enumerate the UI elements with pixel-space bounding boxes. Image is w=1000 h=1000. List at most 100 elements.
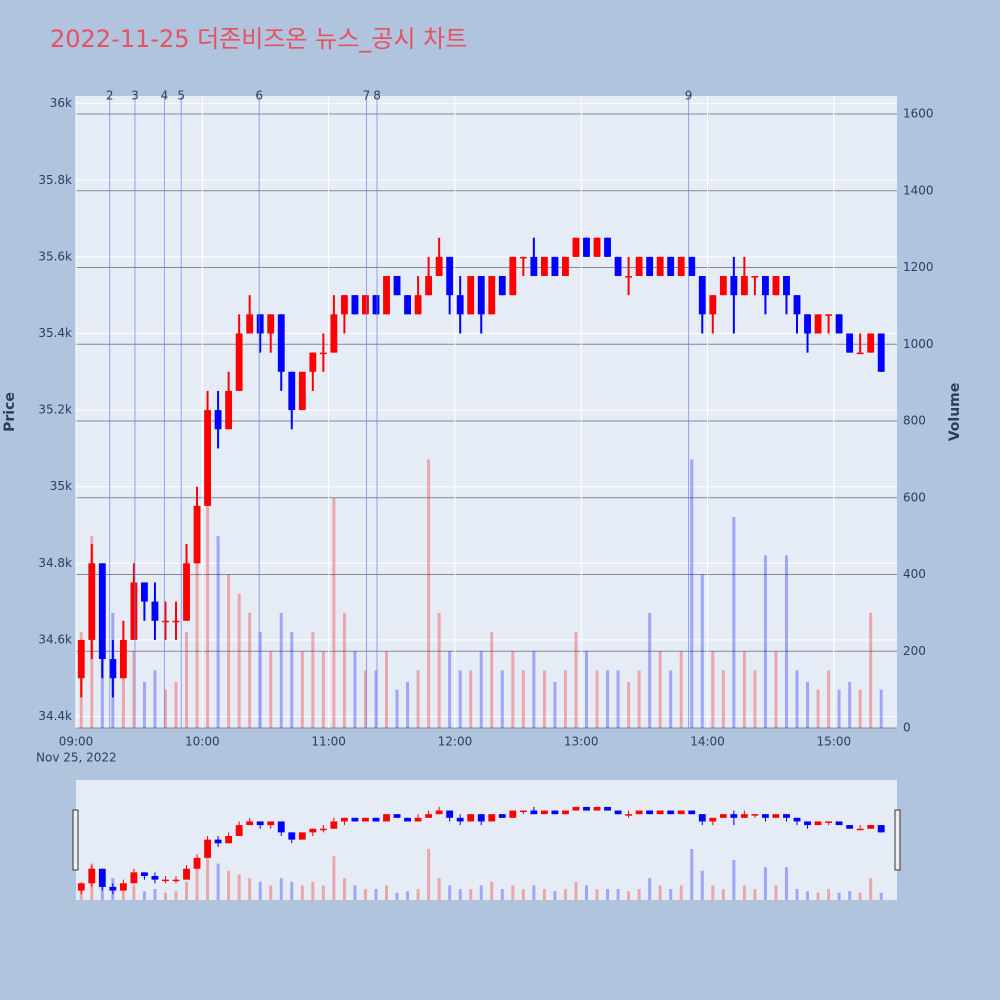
volume-bar bbox=[669, 670, 673, 728]
slider-candle-body bbox=[625, 814, 633, 816]
candle-body bbox=[677, 256, 685, 277]
slider-candle-body bbox=[383, 814, 390, 822]
range-slider[interactable] bbox=[76, 780, 897, 900]
candle-body bbox=[151, 601, 159, 621]
volume-bar bbox=[816, 689, 820, 728]
y2-tick-label: 1400 bbox=[903, 183, 934, 197]
slider-candle-body bbox=[646, 810, 654, 815]
candle-body bbox=[235, 333, 243, 391]
slider-candle-body bbox=[825, 821, 833, 823]
candle-body bbox=[119, 639, 127, 679]
slider-volume-bar bbox=[153, 889, 157, 900]
slider-volume-bar bbox=[879, 892, 883, 900]
slider-candle-body bbox=[762, 814, 769, 818]
volume-bar bbox=[879, 689, 883, 728]
volume-bar bbox=[121, 670, 125, 728]
candle-body bbox=[446, 256, 454, 296]
candle-body bbox=[109, 659, 117, 679]
volume-bar bbox=[311, 632, 315, 728]
candle-body bbox=[688, 256, 696, 277]
news-marker-label: 4 bbox=[161, 89, 169, 103]
range-handle-right[interactable] bbox=[894, 809, 901, 871]
volume-bar bbox=[848, 681, 852, 728]
volume-bar bbox=[237, 593, 241, 728]
slider-candle-body bbox=[277, 821, 285, 833]
slider-volume-bar bbox=[395, 892, 399, 900]
volume-bar bbox=[142, 681, 146, 728]
slider-volume-bar bbox=[163, 892, 167, 900]
x-tick-label: 11:00 bbox=[311, 735, 346, 749]
slider-candle-body bbox=[698, 814, 706, 822]
volume-bar bbox=[269, 651, 273, 728]
volume-bar bbox=[163, 689, 167, 728]
slider-candle-body bbox=[404, 817, 411, 822]
slider-candle-body bbox=[435, 810, 443, 815]
slider-volume-bar bbox=[500, 889, 504, 900]
candle-body bbox=[414, 295, 422, 315]
volume-bar bbox=[153, 670, 157, 728]
slider-candle-body bbox=[814, 821, 822, 826]
slider-candle-body bbox=[204, 839, 211, 858]
volume-bar bbox=[332, 497, 336, 728]
volume-bar bbox=[563, 670, 567, 728]
candle-body bbox=[656, 256, 664, 277]
candle-body bbox=[393, 276, 401, 296]
slider-candle-body bbox=[246, 821, 254, 826]
range-handle-left[interactable] bbox=[72, 809, 79, 871]
candle-body bbox=[330, 314, 338, 353]
slider-volume-bar bbox=[142, 891, 146, 900]
slider-volume-bar bbox=[363, 889, 367, 900]
volume-bar bbox=[595, 670, 599, 728]
y2-tick-label: 1600 bbox=[903, 107, 934, 121]
y2-tick-label: 800 bbox=[903, 414, 926, 428]
slider-candle-body bbox=[351, 817, 359, 822]
slider-candle-body bbox=[425, 814, 433, 818]
volume-bar bbox=[627, 681, 631, 728]
y2-tick-label: 200 bbox=[903, 644, 926, 658]
x-tick-label: 09:00 bbox=[59, 735, 94, 749]
candle-body bbox=[583, 237, 590, 257]
y-tick-label: 34.6k bbox=[38, 632, 72, 646]
y-tick-label: 34.4k bbox=[38, 709, 72, 723]
slider-candle-body bbox=[540, 810, 548, 815]
volume-bar bbox=[342, 612, 346, 728]
slider-candle-body bbox=[340, 817, 348, 822]
slider-candle-body bbox=[77, 883, 85, 891]
slider-volume-bar bbox=[311, 881, 315, 900]
slider-volume-bar bbox=[385, 885, 389, 900]
slider-volume-bar bbox=[848, 891, 852, 900]
volume-bar bbox=[195, 555, 199, 728]
candle-body bbox=[225, 390, 233, 430]
slider-candle-body bbox=[656, 810, 664, 815]
volume-bar bbox=[458, 670, 462, 728]
slider-volume-bar bbox=[406, 891, 410, 900]
volume-bar bbox=[216, 536, 220, 728]
slider-candle-body bbox=[856, 828, 864, 831]
slider-volume-bar bbox=[206, 848, 210, 900]
slider-volume-bar bbox=[742, 885, 746, 900]
candle-body bbox=[804, 314, 811, 334]
slider-volume-bar bbox=[458, 889, 462, 900]
slider-volume-bar bbox=[227, 870, 231, 900]
slider-candle-body bbox=[414, 817, 422, 822]
volume-bar bbox=[406, 681, 410, 728]
candle-body bbox=[519, 256, 527, 259]
slider-volume-bar bbox=[248, 878, 252, 900]
y2-tick-label: 1200 bbox=[903, 260, 934, 274]
slider-candle-body bbox=[604, 806, 611, 811]
y-tick-label: 34.8k bbox=[38, 556, 72, 570]
slider-volume-bar bbox=[279, 878, 283, 900]
slider-volume-bar bbox=[837, 892, 841, 900]
news-marker-label: 8 bbox=[373, 89, 381, 103]
volume-bar bbox=[732, 516, 736, 728]
candle-body bbox=[719, 276, 727, 296]
slider-candle-body bbox=[319, 828, 327, 831]
slider-candle-body bbox=[393, 814, 401, 818]
x-date-label: Nov 25, 2022 bbox=[36, 751, 117, 765]
y2-tick-label: 0 bbox=[903, 721, 911, 735]
slider-volume-bar bbox=[806, 891, 810, 900]
slider-volume-bar bbox=[121, 889, 125, 900]
volume-bar bbox=[490, 632, 494, 728]
slider-volume-bar bbox=[669, 889, 673, 900]
